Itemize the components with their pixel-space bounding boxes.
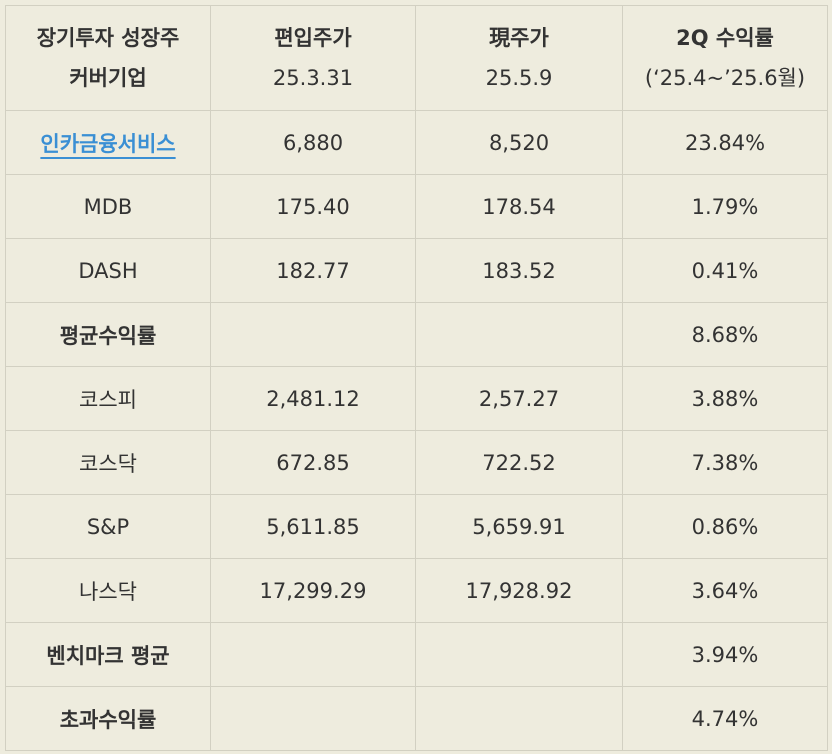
row-name-cell: 초과수익률 xyxy=(5,686,211,751)
row-current-cell: 178.54 xyxy=(415,174,623,239)
header-return: 2Q 수익률 (‘25.4~’25.6월) xyxy=(622,5,828,111)
header-base-price: 편입주가 25.3.31 xyxy=(210,5,416,111)
table-row: DASH 182.77 183.52 0.41% xyxy=(5,238,828,303)
company-link[interactable]: 인카금융서비스 xyxy=(40,131,176,156)
row-current-cell: 17,928.92 xyxy=(415,558,623,623)
table-row: 나스닥 17,299.29 17,928.92 3.64% xyxy=(5,558,828,623)
header-return-line1: 2Q 수익률 xyxy=(676,26,774,50)
row-base-cell: 5,611.85 xyxy=(210,494,416,559)
row-name-cell: DASH xyxy=(5,238,211,303)
row-current-cell: 8,520 xyxy=(415,110,623,175)
row-name-cell: S&P xyxy=(5,494,211,559)
row-base-cell: 672.85 xyxy=(210,430,416,495)
row-return-cell: 0.41% xyxy=(622,238,828,303)
row-current-cell: 722.52 xyxy=(415,430,623,495)
row-return-cell: 3.64% xyxy=(622,558,828,623)
row-base-cell xyxy=(210,302,416,367)
row-return-cell: 23.84% xyxy=(622,110,828,175)
row-base-cell: 6,880 xyxy=(210,110,416,175)
row-base-cell: 175.40 xyxy=(210,174,416,239)
table-row: 코스닥 672.85 722.52 7.38% xyxy=(5,430,828,495)
row-current-cell xyxy=(415,686,623,751)
row-current-cell: 183.52 xyxy=(415,238,623,303)
row-name-cell: 나스닥 xyxy=(5,558,211,623)
row-return-cell: 8.68% xyxy=(622,302,828,367)
row-base-cell: 182.77 xyxy=(210,238,416,303)
row-return-cell: 4.74% xyxy=(622,686,828,751)
row-return-cell: 7.38% xyxy=(622,430,828,495)
header-company-line2: 커버기업 xyxy=(69,66,147,90)
row-current-cell: 2,57.27 xyxy=(415,366,623,431)
row-return-cell: 0.86% xyxy=(622,494,828,559)
row-current-cell: 5,659.91 xyxy=(415,494,623,559)
row-return-cell: 3.88% xyxy=(622,366,828,431)
header-base-price-line2: 25.3.31 xyxy=(272,66,354,90)
row-name-cell: MDB xyxy=(5,174,211,239)
table-row: 벤치마크 평균 3.94% xyxy=(5,622,828,687)
row-base-cell: 2,481.12 xyxy=(210,366,416,431)
row-return-cell: 3.94% xyxy=(622,622,828,687)
row-name-cell: 코스닥 xyxy=(5,430,211,495)
row-name-cell: 벤치마크 평균 xyxy=(5,622,211,687)
row-base-cell xyxy=(210,686,416,751)
header-current-price-line2: 25.5.9 xyxy=(485,66,553,90)
table-row: 인카금융서비스 6,880 8,520 23.84% xyxy=(5,110,828,175)
row-name-cell: 코스피 xyxy=(5,366,211,431)
table-row: S&P 5,611.85 5,659.91 0.86% xyxy=(5,494,828,559)
header-company: 장기투자 성장주 커버기업 xyxy=(5,5,211,111)
row-return-cell: 1.79% xyxy=(622,174,828,239)
row-name-cell: 평균수익률 xyxy=(5,302,211,367)
row-current-cell xyxy=(415,302,623,367)
table-row: MDB 175.40 178.54 1.79% xyxy=(5,174,828,239)
row-base-cell: 17,299.29 xyxy=(210,558,416,623)
header-company-line1: 장기투자 성장주 xyxy=(36,26,180,50)
table-row: 코스피 2,481.12 2,57.27 3.88% xyxy=(5,366,828,431)
row-name-cell: 인카금융서비스 xyxy=(5,110,211,175)
table-header-row: 장기투자 성장주 커버기업 편입주가 25.3.31 現주가 25.5.9 2Q… xyxy=(5,5,828,111)
row-current-cell xyxy=(415,622,623,687)
header-return-line2: (‘25.4~’25.6월) xyxy=(644,66,806,90)
header-base-price-line1: 편입주가 xyxy=(274,26,352,50)
header-current-price-line1: 現주가 xyxy=(489,26,549,50)
header-current-price: 現주가 25.5.9 xyxy=(415,5,623,111)
returns-table: 장기투자 성장주 커버기업 편입주가 25.3.31 現주가 25.5.9 2Q… xyxy=(5,5,828,751)
table-row: 평균수익률 8.68% xyxy=(5,302,828,367)
table-row: 초과수익률 4.74% xyxy=(5,686,828,751)
row-base-cell xyxy=(210,622,416,687)
